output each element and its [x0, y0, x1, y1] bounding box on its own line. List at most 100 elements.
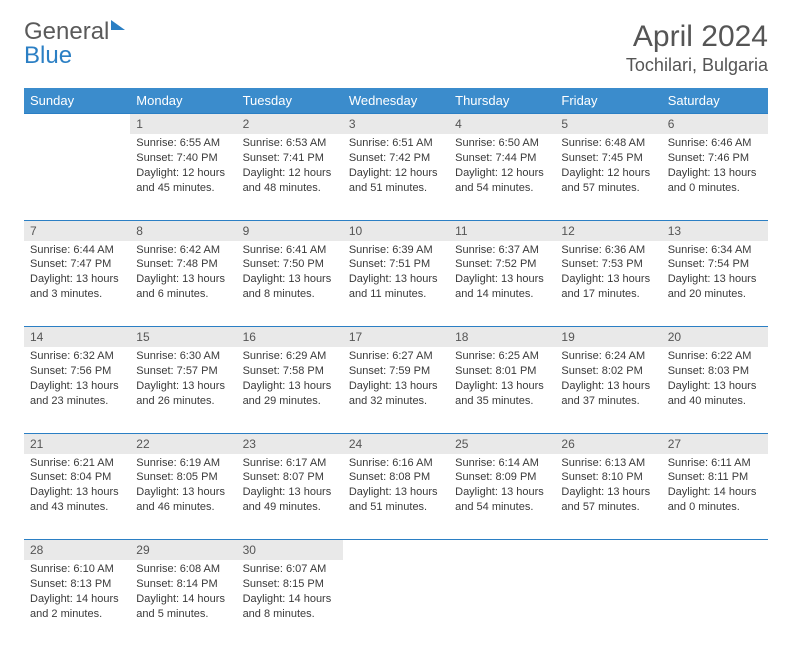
daylight-text: Daylight: 13 hours and 26 minutes.	[136, 379, 230, 409]
sunset-text: Sunset: 7:57 PM	[136, 364, 230, 379]
day-cell: Sunrise: 6:36 AMSunset: 7:53 PMDaylight:…	[555, 241, 661, 327]
day-number: 4	[449, 114, 555, 135]
day-details: Sunrise: 6:08 AMSunset: 8:14 PMDaylight:…	[130, 560, 236, 627]
sunset-text: Sunset: 7:41 PM	[243, 151, 337, 166]
sunrise-text: Sunrise: 6:41 AM	[243, 243, 337, 258]
day-number: 11	[449, 220, 555, 241]
day-cell	[555, 560, 661, 646]
sunrise-text: Sunrise: 6:53 AM	[243, 136, 337, 151]
daylight-text: Daylight: 14 hours and 8 minutes.	[243, 592, 337, 622]
title-block: April 2024 Tochilari, Bulgaria	[626, 20, 768, 76]
day-details: Sunrise: 6:17 AMSunset: 8:07 PMDaylight:…	[237, 454, 343, 521]
day-number: 5	[555, 114, 661, 135]
day-cell: Sunrise: 6:39 AMSunset: 7:51 PMDaylight:…	[343, 241, 449, 327]
sunset-text: Sunset: 8:02 PM	[561, 364, 655, 379]
daylight-text: Daylight: 13 hours and 0 minutes.	[668, 166, 762, 196]
sunset-text: Sunset: 7:47 PM	[30, 257, 124, 272]
daylight-text: Daylight: 14 hours and 0 minutes.	[668, 485, 762, 515]
day-number	[24, 114, 130, 135]
day-number: 16	[237, 327, 343, 348]
sunset-text: Sunset: 8:01 PM	[455, 364, 549, 379]
day-number: 9	[237, 220, 343, 241]
sunrise-text: Sunrise: 6:50 AM	[455, 136, 549, 151]
sunset-text: Sunset: 7:44 PM	[455, 151, 549, 166]
daylight-text: Daylight: 13 hours and 17 minutes.	[561, 272, 655, 302]
sunrise-text: Sunrise: 6:42 AM	[136, 243, 230, 258]
day-number: 29	[130, 540, 236, 561]
sunrise-text: Sunrise: 6:34 AM	[668, 243, 762, 258]
sunrise-text: Sunrise: 6:27 AM	[349, 349, 443, 364]
sunset-text: Sunset: 7:59 PM	[349, 364, 443, 379]
sunset-text: Sunset: 8:15 PM	[243, 577, 337, 592]
day-cell	[662, 560, 768, 646]
sunrise-text: Sunrise: 6:44 AM	[30, 243, 124, 258]
day-details: Sunrise: 6:48 AMSunset: 7:45 PMDaylight:…	[555, 134, 661, 201]
brand-general: General	[24, 18, 109, 45]
sunset-text: Sunset: 8:07 PM	[243, 470, 337, 485]
daylight-text: Daylight: 13 hours and 43 minutes.	[30, 485, 124, 515]
brand-logo: General Blue	[24, 20, 125, 68]
day-cell: Sunrise: 6:50 AMSunset: 7:44 PMDaylight:…	[449, 134, 555, 220]
sunset-text: Sunset: 7:53 PM	[561, 257, 655, 272]
daylight-text: Daylight: 13 hours and 35 minutes.	[455, 379, 549, 409]
day-body-row: Sunrise: 6:32 AMSunset: 7:56 PMDaylight:…	[24, 347, 768, 433]
day-cell: Sunrise: 6:08 AMSunset: 8:14 PMDaylight:…	[130, 560, 236, 646]
day-number: 8	[130, 220, 236, 241]
day-cell: Sunrise: 6:41 AMSunset: 7:50 PMDaylight:…	[237, 241, 343, 327]
day-details: Sunrise: 6:16 AMSunset: 8:08 PMDaylight:…	[343, 454, 449, 521]
day-number: 30	[237, 540, 343, 561]
daylight-text: Daylight: 13 hours and 29 minutes.	[243, 379, 337, 409]
sunrise-text: Sunrise: 6:46 AM	[668, 136, 762, 151]
daylight-text: Daylight: 13 hours and 3 minutes.	[30, 272, 124, 302]
day-cell: Sunrise: 6:55 AMSunset: 7:40 PMDaylight:…	[130, 134, 236, 220]
day-number: 17	[343, 327, 449, 348]
day-details: Sunrise: 6:36 AMSunset: 7:53 PMDaylight:…	[555, 241, 661, 308]
sunrise-text: Sunrise: 6:22 AM	[668, 349, 762, 364]
day-header-row: Sunday Monday Tuesday Wednesday Thursday…	[24, 88, 768, 114]
daylight-text: Daylight: 13 hours and 54 minutes.	[455, 485, 549, 515]
daylight-text: Daylight: 13 hours and 46 minutes.	[136, 485, 230, 515]
day-cell: Sunrise: 6:11 AMSunset: 8:11 PMDaylight:…	[662, 454, 768, 540]
daylight-text: Daylight: 13 hours and 11 minutes.	[349, 272, 443, 302]
day-cell: Sunrise: 6:24 AMSunset: 8:02 PMDaylight:…	[555, 347, 661, 433]
day-details: Sunrise: 6:44 AMSunset: 7:47 PMDaylight:…	[24, 241, 130, 308]
day-cell: Sunrise: 6:16 AMSunset: 8:08 PMDaylight:…	[343, 454, 449, 540]
month-title: April 2024	[626, 20, 768, 53]
sunrise-text: Sunrise: 6:55 AM	[136, 136, 230, 151]
sunrise-text: Sunrise: 6:51 AM	[349, 136, 443, 151]
day-number: 13	[662, 220, 768, 241]
daylight-text: Daylight: 13 hours and 51 minutes.	[349, 485, 443, 515]
daylight-text: Daylight: 13 hours and 57 minutes.	[561, 485, 655, 515]
day-details: Sunrise: 6:13 AMSunset: 8:10 PMDaylight:…	[555, 454, 661, 521]
day-number: 27	[662, 433, 768, 454]
sunrise-text: Sunrise: 6:17 AM	[243, 456, 337, 471]
day-number-row: 14151617181920	[24, 327, 768, 348]
day-cell	[449, 560, 555, 646]
day-cell: Sunrise: 6:46 AMSunset: 7:46 PMDaylight:…	[662, 134, 768, 220]
day-details: Sunrise: 6:29 AMSunset: 7:58 PMDaylight:…	[237, 347, 343, 414]
day-details: Sunrise: 6:51 AMSunset: 7:42 PMDaylight:…	[343, 134, 449, 201]
day-header: Sunday	[24, 88, 130, 114]
day-cell: Sunrise: 6:51 AMSunset: 7:42 PMDaylight:…	[343, 134, 449, 220]
sunset-text: Sunset: 7:54 PM	[668, 257, 762, 272]
daylight-text: Daylight: 13 hours and 32 minutes.	[349, 379, 443, 409]
day-number	[555, 540, 661, 561]
daylight-text: Daylight: 13 hours and 23 minutes.	[30, 379, 124, 409]
day-number: 6	[662, 114, 768, 135]
sunset-text: Sunset: 7:51 PM	[349, 257, 443, 272]
sunset-text: Sunset: 8:04 PM	[30, 470, 124, 485]
sunrise-text: Sunrise: 6:36 AM	[561, 243, 655, 258]
day-details: Sunrise: 6:11 AMSunset: 8:11 PMDaylight:…	[662, 454, 768, 521]
daylight-text: Daylight: 13 hours and 40 minutes.	[668, 379, 762, 409]
day-number: 18	[449, 327, 555, 348]
day-number: 14	[24, 327, 130, 348]
sunset-text: Sunset: 7:45 PM	[561, 151, 655, 166]
day-details: Sunrise: 6:53 AMSunset: 7:41 PMDaylight:…	[237, 134, 343, 201]
day-number-row: 21222324252627	[24, 433, 768, 454]
sunrise-text: Sunrise: 6:25 AM	[455, 349, 549, 364]
day-details: Sunrise: 6:27 AMSunset: 7:59 PMDaylight:…	[343, 347, 449, 414]
day-details: Sunrise: 6:32 AMSunset: 7:56 PMDaylight:…	[24, 347, 130, 414]
day-details: Sunrise: 6:46 AMSunset: 7:46 PMDaylight:…	[662, 134, 768, 201]
day-cell: Sunrise: 6:21 AMSunset: 8:04 PMDaylight:…	[24, 454, 130, 540]
day-cell: Sunrise: 6:44 AMSunset: 7:47 PMDaylight:…	[24, 241, 130, 327]
